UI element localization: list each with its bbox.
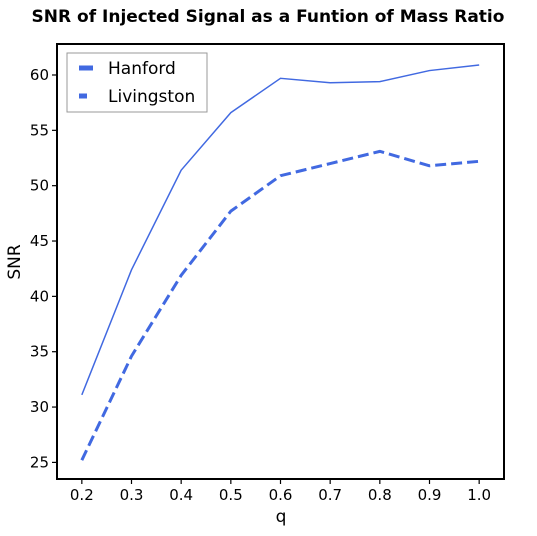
- x-tick-label: 0.5: [219, 486, 243, 504]
- legend-marker-livingston: [79, 93, 87, 99]
- series-line-livingston: [80, 149, 480, 461]
- y-tick-label: 45: [30, 232, 49, 250]
- legend-box: [66, 52, 208, 113]
- plot-area: 0.2 0.3 0.4 0.5 0.6 0.7 0.8 0.9 1.0 25 30 35 40 45 50 5…: [30, 43, 505, 504]
- legend-marker-hanford: [79, 65, 93, 71]
- legend-label-livingston: Livingston: [108, 87, 195, 107]
- x-tick-label: 0.2: [70, 486, 94, 504]
- y-axis-label: SNR: [5, 244, 25, 280]
- y-tick-label: 60: [30, 66, 49, 84]
- x-tick-label: 1.0: [467, 486, 491, 504]
- x-tick-label: 0.6: [269, 486, 293, 504]
- x-tick-label: 0.4: [169, 486, 193, 504]
- x-tick-label: 0.9: [418, 486, 442, 504]
- y-tick-label: 40: [30, 287, 49, 305]
- legend-label-hanford: Hanford: [108, 59, 176, 79]
- chart-title: SNR of Injected Signal as a Funtion of M…: [32, 7, 505, 27]
- y-tick-label: 35: [30, 343, 49, 361]
- x-tick-label: 0.3: [120, 486, 144, 504]
- y-tick-label: 25: [30, 453, 49, 471]
- x-axis-label: q: [276, 507, 287, 527]
- series-line-hanford: [81, 64, 480, 396]
- x-tick-label: 0.8: [368, 486, 392, 504]
- x-tick-label: 0.7: [318, 486, 342, 504]
- y-tick-label: 50: [30, 177, 49, 195]
- y-tick-label: 55: [30, 121, 49, 139]
- y-tick-label: 30: [30, 398, 49, 416]
